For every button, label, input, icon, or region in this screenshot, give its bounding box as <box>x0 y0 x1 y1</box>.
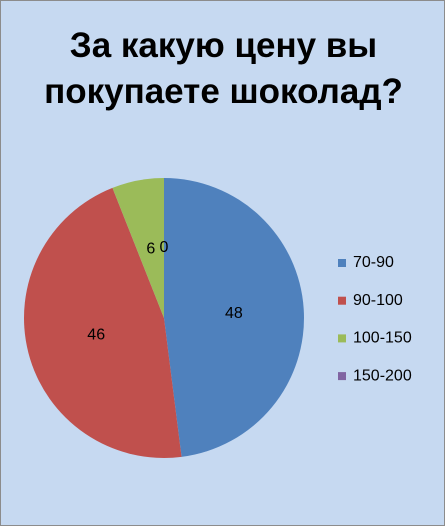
pie-slice <box>112 178 164 318</box>
legend-swatch <box>338 334 346 343</box>
pie-slice <box>164 178 304 457</box>
legend-swatch <box>338 259 346 267</box>
legend-label: 150-200 <box>353 367 412 384</box>
data-label: 48 <box>225 305 243 322</box>
data-label: 46 <box>87 327 105 344</box>
legend-label: 70-90 <box>353 254 394 271</box>
data-label: 0 <box>160 239 169 256</box>
chart-title: За какую цену вы покупаете шоколад? <box>44 26 403 111</box>
legend-swatch <box>338 296 346 305</box>
legend-label: 100-150 <box>353 330 412 347</box>
legend-label: 90-100 <box>353 292 403 309</box>
pie-slice <box>24 187 182 458</box>
data-label: 6 <box>146 240 155 257</box>
legend-swatch <box>338 372 346 381</box>
